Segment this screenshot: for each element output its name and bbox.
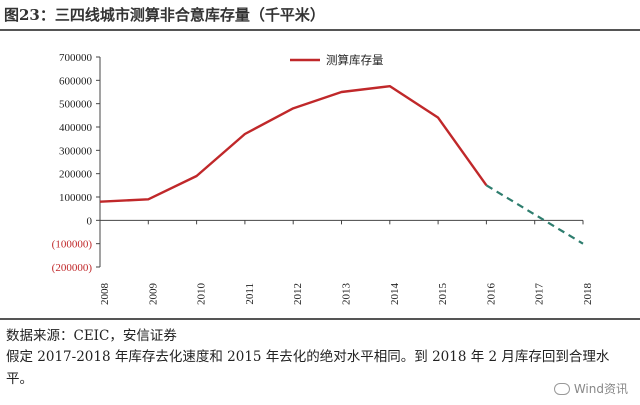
series-line: [99, 84, 488, 203]
x-tick-label: 2013: [341, 283, 353, 306]
y-tick-label: 700000: [59, 52, 93, 64]
x-tick-label: 2014: [389, 283, 401, 306]
y-tick-label: 400000: [59, 122, 93, 134]
chart-title: 图23：三四线城市测算非合意库存量（千平米）: [4, 6, 325, 24]
x-tick-label: 2012: [292, 283, 304, 305]
x-tick-label: 2017: [534, 283, 546, 306]
x-tick-label: 2016: [485, 283, 497, 306]
x-tick-label: 2015: [437, 283, 449, 306]
y-tick-label: 100000: [59, 192, 93, 204]
x-tick-label: 2010: [196, 283, 208, 306]
footnote: 假定 2017-2018 年库存去化速度和 2015 年去化的绝对水平相同。到 …: [6, 349, 610, 387]
footer-divider: [0, 318, 640, 320]
projection-line: [485, 184, 584, 245]
wechat-icon: [553, 382, 570, 395]
y-tick-label: 300000: [59, 145, 93, 157]
x-tick-label: 2008: [99, 283, 111, 306]
watermark: Wind资讯: [553, 380, 628, 397]
y-tick-label: 500000: [59, 99, 93, 111]
x-tick-label: 2011: [244, 283, 256, 305]
y-tick-label: 0: [87, 215, 93, 227]
x-tick-label: 2018: [582, 283, 594, 306]
y-tick-label: (100000): [52, 239, 93, 251]
legend-label: 测算库存量: [326, 53, 384, 67]
y-tick-label: 600000: [59, 75, 93, 87]
watermark-text: Wind资讯: [573, 382, 628, 396]
title-divider: [0, 29, 640, 31]
y-tick-label: (200000): [52, 262, 93, 274]
y-tick-label: 200000: [59, 169, 93, 181]
x-tick-label: 2009: [147, 283, 159, 306]
data-source: 数据来源：CEIC，安信证券: [6, 328, 177, 344]
line-chart: 700000 600000 500000 400000 300000 200000 1000…: [52, 52, 594, 306]
